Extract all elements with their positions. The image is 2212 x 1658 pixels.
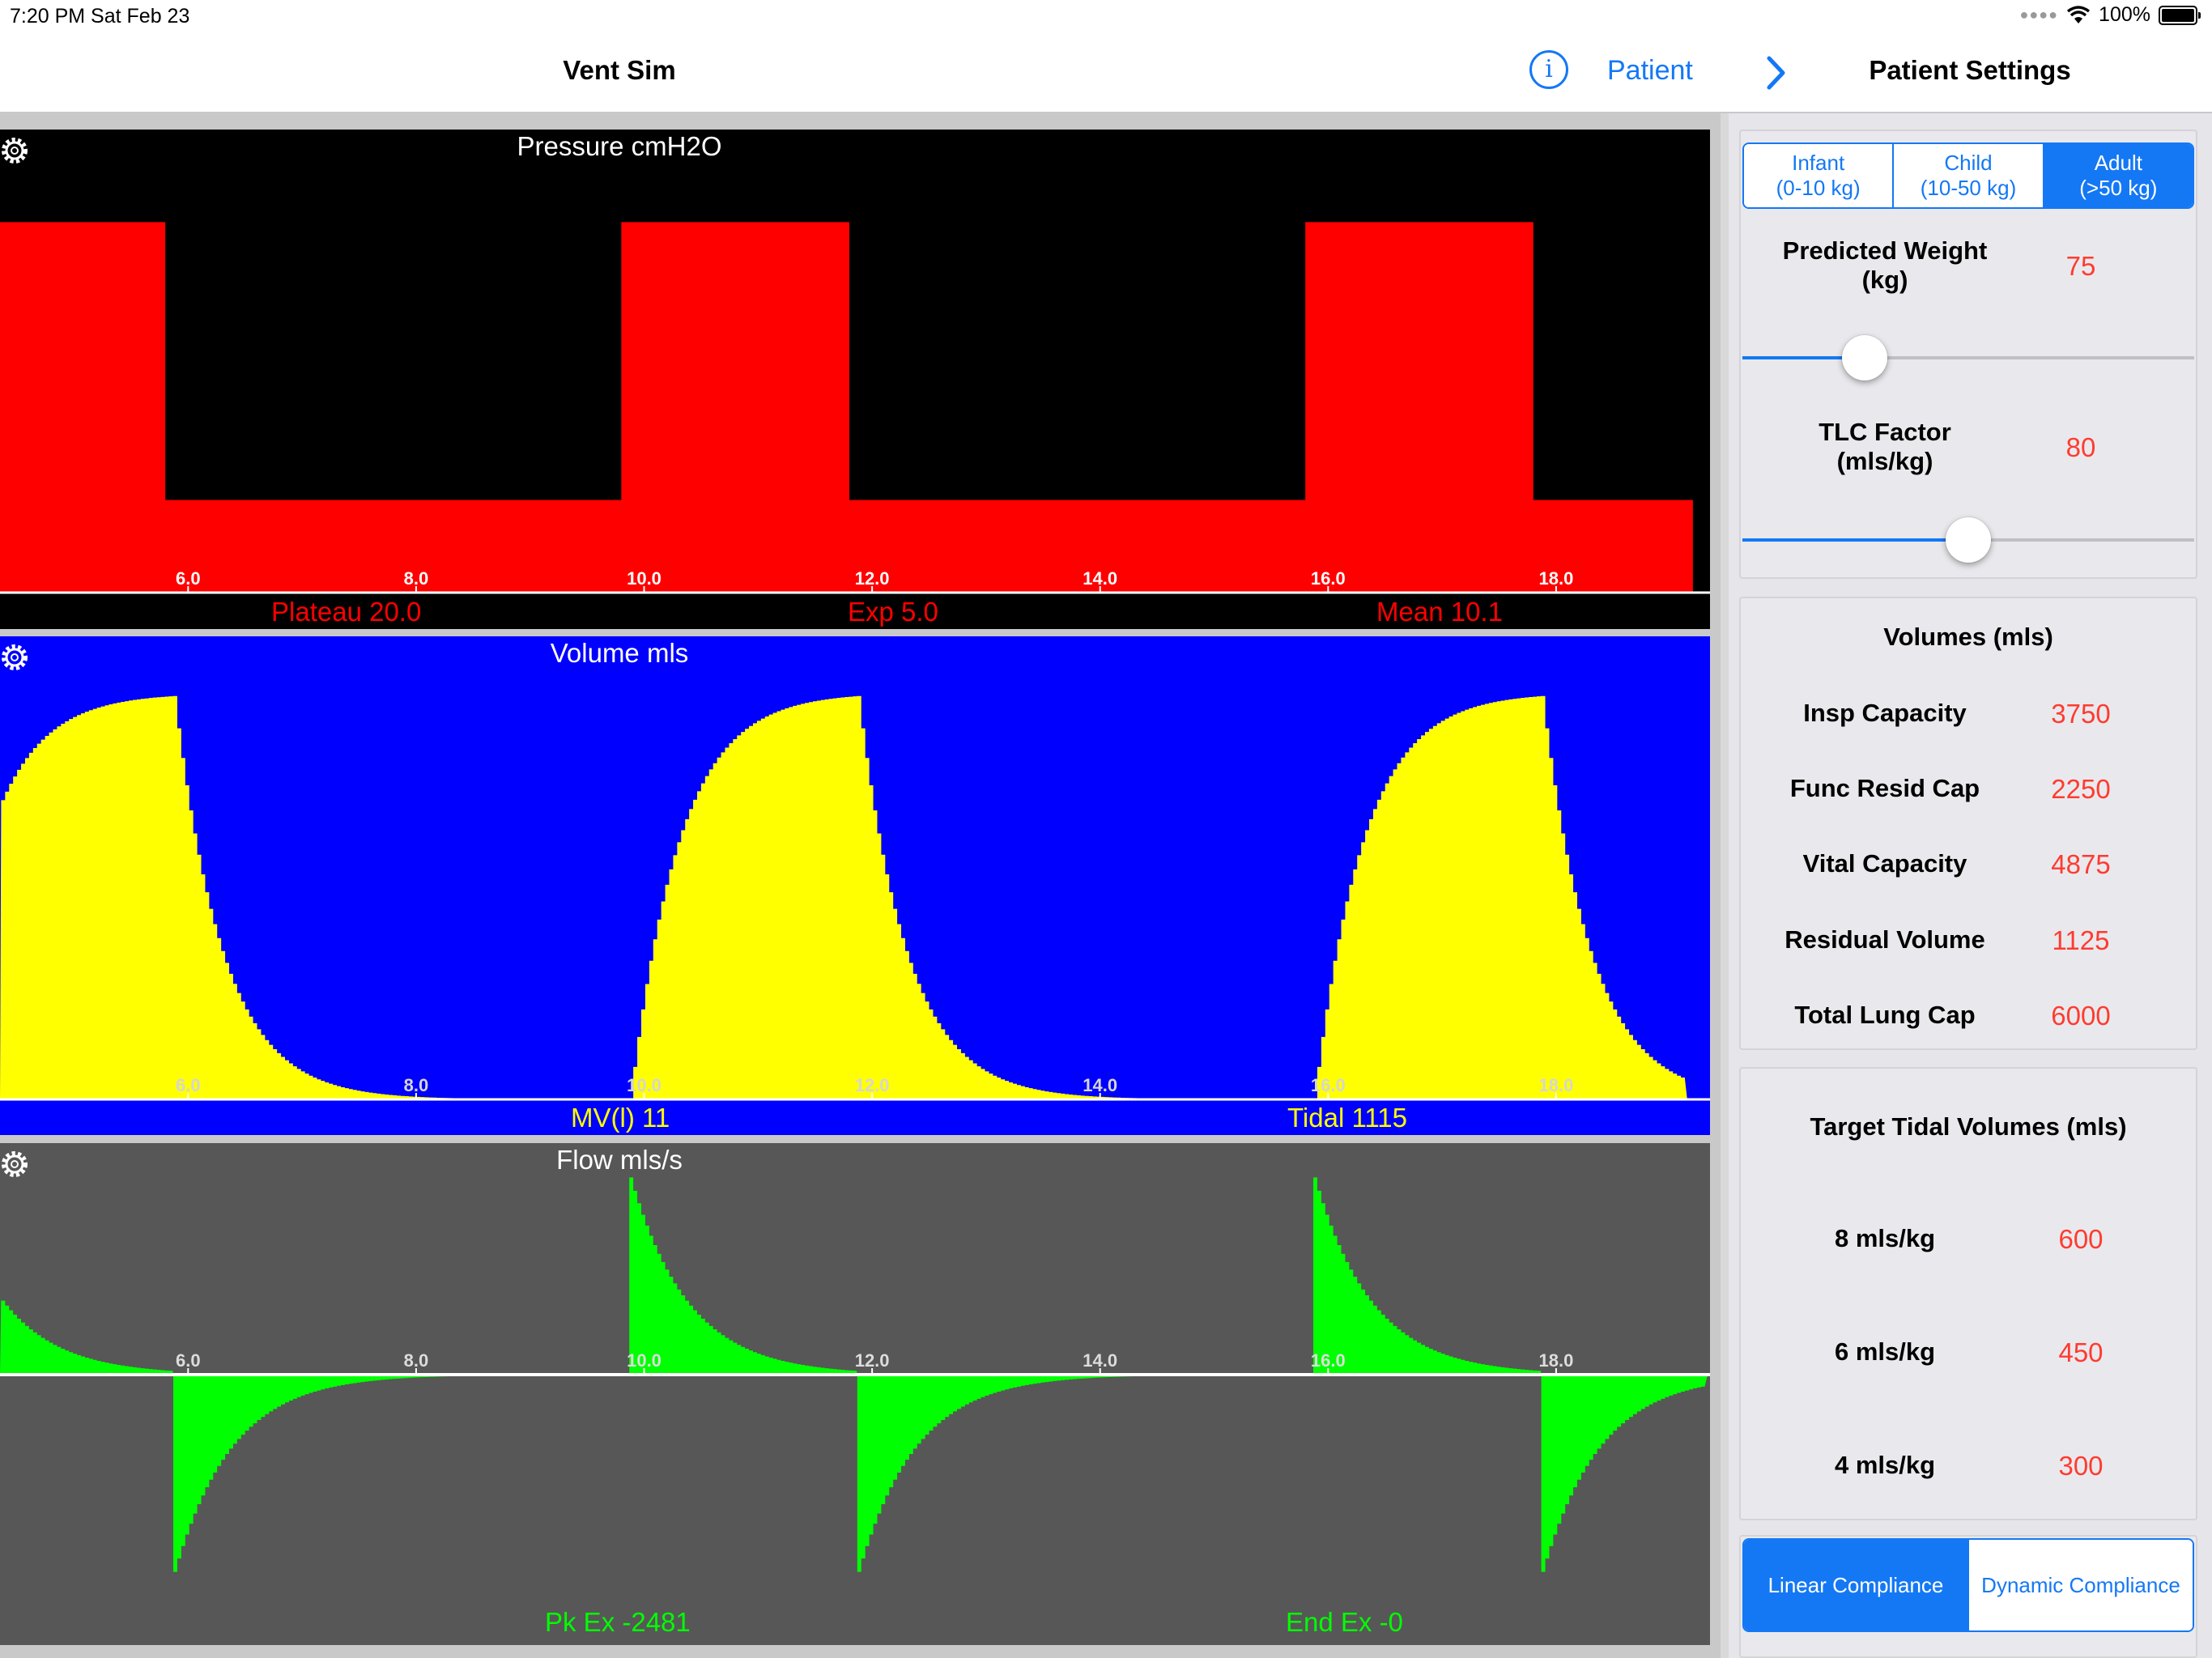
x-tick-label: 18.0: [1539, 1350, 1574, 1371]
gear-icon[interactable]: [0, 1150, 29, 1179]
pressure-stats-bar: Plateau 20.0 Exp 5.0 Mean 10.1: [0, 595, 1710, 629]
x-tick-label: 10.0: [627, 1350, 661, 1371]
patient-card: Infant (0-10 kg) Child (10-50 kg) Adult (>5…: [1739, 130, 2197, 579]
volume-breath-3: [1313, 695, 1687, 1099]
volume-stats-bar: MV(l) 11 Tidal 1115: [0, 1101, 1710, 1135]
flow-exp-1: [173, 1375, 619, 1572]
x-tick-label: 14.0: [1083, 568, 1117, 589]
app-title: Vent Sim: [563, 55, 676, 85]
x-tick-label: 18.0: [1539, 568, 1574, 589]
x-tick-label: 8.0: [404, 1350, 429, 1371]
volumes-card: Volumes (mls) Insp Capacity 3750 Func Re…: [1739, 597, 2197, 1050]
segment-dynamic-compliance[interactable]: Dynamic Compliance: [1967, 1540, 2193, 1630]
predicted-weight-value: 75: [2065, 251, 2096, 281]
x-tick-label: 14.0: [1083, 1350, 1117, 1371]
battery-icon: [2159, 5, 2201, 25]
compliance-card: Linear Compliance Dynamic Compliance: [1739, 1535, 2197, 1658]
x-tick-label: 16.0: [1311, 1350, 1346, 1371]
tidal-8-label: 8 mls/kg: [1834, 1224, 1936, 1252]
nav-separator: [0, 112, 2212, 113]
patient-type-segment: Infant (0-10 kg) Child (10-50 kg) Adult (>5…: [1742, 142, 2194, 209]
x-tick-label: 10.0: [627, 568, 661, 589]
flow-exp-2: [857, 1375, 1302, 1572]
x-tick-label: 8.0: [404, 1075, 429, 1095]
volume-breath-1: [0, 695, 607, 1099]
gear-icon[interactable]: [0, 136, 29, 165]
exp-stat: Exp 5.0: [848, 597, 938, 627]
patient-button[interactable]: Patient: [1607, 55, 1693, 86]
tidal-6-value: 450: [2058, 1337, 2104, 1367]
x-tick-label: 10.0: [627, 1075, 661, 1095]
x-tick-label: 12.0: [855, 1075, 890, 1095]
vital-capacity-value: 4875: [2051, 849, 2111, 879]
insp-capacity-value: 3750: [2051, 699, 2111, 729]
volume-breath-2: [629, 695, 1291, 1099]
pressure-panel: 6.0 8.0 10.0 12.0 14.0 16.0 18.0 Pressure cmH2…: [0, 130, 1710, 629]
vital-capacity-label: Vital Capacity: [1802, 849, 1967, 878]
segment-child[interactable]: Child (10-50 kg): [1892, 144, 2043, 207]
chevron-right-icon[interactable]: [1763, 55, 1788, 91]
x-tick-label: 6.0: [176, 1350, 201, 1371]
minute-volume-stat: MV(l) 11: [571, 1103, 670, 1133]
slider-thumb[interactable]: [1946, 517, 1991, 563]
tidal-4-label: 4 mls/kg: [1834, 1451, 1936, 1479]
volume-chart: 6.0 8.0 10.0 12.0 14.0 16.0 18.0: [0, 636, 1710, 1102]
predicted-weight-label: Predicted Weight (kg): [1782, 236, 1988, 294]
func-resid-cap-value: 2250: [2051, 774, 2111, 804]
battery-percent: 100%: [2099, 3, 2150, 26]
x-tick-label: 16.0: [1311, 1075, 1346, 1095]
flow-insp-2: [629, 1177, 857, 1375]
slider-thumb[interactable]: [1841, 335, 1887, 380]
func-resid-cap-label: Func Resid Cap: [1789, 774, 1980, 802]
flow-panel: 6.0 8.0 10.0 12.0 14.0 16.0 18.0 Flow mls/s Pk…: [0, 1143, 1710, 1645]
wifi-icon: [2067, 5, 2091, 23]
tidal-heading: Target Tidal Volumes (mls): [1810, 1112, 2127, 1141]
tlc-factor-value: 80: [2065, 432, 2096, 462]
x-tick-label: 14.0: [1083, 1075, 1117, 1095]
insp-capacity-label: Insp Capacity: [1803, 699, 1967, 727]
x-tick-label: 6.0: [176, 1075, 201, 1095]
tidal-card: Target Tidal Volumes (mls) 8 mls/kg 600 …: [1739, 1067, 2197, 1520]
tidal-4-value: 300: [2058, 1451, 2104, 1481]
volumes-heading: Volumes (mls): [1883, 623, 2053, 651]
split-divider[interactable]: [1721, 113, 1729, 1658]
flow-exp-3: [1541, 1375, 1708, 1572]
segment-adult[interactable]: Adult (>50 kg): [2042, 144, 2193, 207]
total-lung-cap-label: Total Lung Cap: [1794, 1001, 1976, 1029]
info-icon[interactable]: i: [1529, 50, 1568, 89]
residual-volume-label: Residual Volume: [1784, 925, 1985, 954]
tidal-6-label: 6 mls/kg: [1834, 1337, 1936, 1366]
total-lung-cap-value: 6000: [2051, 1001, 2111, 1031]
settings-title: Patient Settings: [1869, 55, 2071, 85]
x-tick-label: 12.0: [855, 568, 890, 589]
plateau-stat: Plateau 20.0: [271, 597, 422, 627]
residual-volume-value: 1125: [2052, 925, 2110, 955]
flow-chart: 6.0 8.0 10.0 12.0 14.0 16.0 18.0: [0, 1177, 1710, 1572]
flow-insp-3: [1313, 1177, 1542, 1375]
volume-title: Volume mls: [550, 638, 689, 668]
peak-exp-stat: Pk Ex -2481: [545, 1607, 691, 1637]
volume-panel: 6.0 8.0 10.0 12.0 14.0 16.0 18.0 Volume mls MV…: [0, 636, 1710, 1135]
end-exp-stat: End Ex -0: [1286, 1607, 1403, 1637]
x-tick-label: 16.0: [1311, 568, 1346, 589]
flow-insp-1: [0, 1295, 174, 1375]
tidal-8-value: 600: [2058, 1224, 2104, 1254]
compliance-segment: Linear Compliance Dynamic Compliance: [1742, 1538, 2194, 1632]
status-indicators: ●●●● 100%: [2019, 3, 2201, 27]
tlc-factor-label: TLC Factor (mls/kg): [1819, 418, 1951, 475]
mean-stat: Mean 10.1: [1376, 597, 1503, 627]
x-tick-label: 18.0: [1539, 1075, 1574, 1095]
segment-infant[interactable]: Infant (0-10 kg): [1744, 144, 1893, 207]
x-tick-label: 8.0: [404, 568, 429, 589]
flow-title: Flow mls/s: [556, 1145, 683, 1175]
pressure-title: Pressure cmH2O: [517, 131, 722, 161]
signal-icon: ●●●●: [2019, 6, 2059, 23]
tidal-stat: Tidal 1115: [1287, 1103, 1407, 1133]
pressure-chart: 6.0 8.0 10.0 12.0 14.0 16.0 18.0: [0, 130, 1710, 595]
x-tick-label: 12.0: [855, 1350, 890, 1371]
gear-icon[interactable]: [0, 643, 29, 672]
x-tick-label: 6.0: [176, 568, 201, 589]
segment-linear-compliance[interactable]: Linear Compliance: [1744, 1540, 1967, 1630]
status-time: 7:20 PM Sat Feb 23: [10, 5, 190, 28]
